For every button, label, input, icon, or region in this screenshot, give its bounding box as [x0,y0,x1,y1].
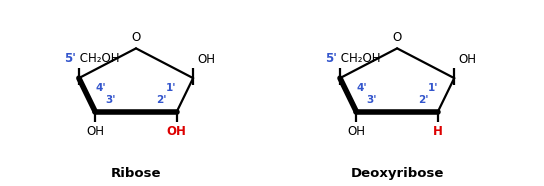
Text: 2': 2' [418,95,428,105]
Text: Deoxyribose: Deoxyribose [350,167,444,180]
Text: O: O [131,31,141,44]
Text: 5': 5' [325,52,337,65]
Text: OH: OH [347,125,366,138]
Text: 3': 3' [105,95,115,105]
Text: 2': 2' [157,95,167,105]
Text: 5': 5' [64,52,76,65]
Text: 4': 4' [95,83,106,93]
Text: OH: OH [197,53,215,66]
Text: OH: OH [459,53,477,66]
Text: 4': 4' [356,83,367,93]
Text: CH₂OH: CH₂OH [337,52,381,65]
Text: 1': 1' [428,83,438,93]
Text: 1': 1' [166,83,177,93]
Text: H: H [433,125,443,138]
Text: O: O [392,31,402,44]
Text: OH: OH [86,125,104,138]
Text: CH₂OH: CH₂OH [76,52,120,65]
Text: Ribose: Ribose [111,167,161,180]
Text: OH: OH [167,125,187,138]
Text: 3': 3' [366,95,376,105]
